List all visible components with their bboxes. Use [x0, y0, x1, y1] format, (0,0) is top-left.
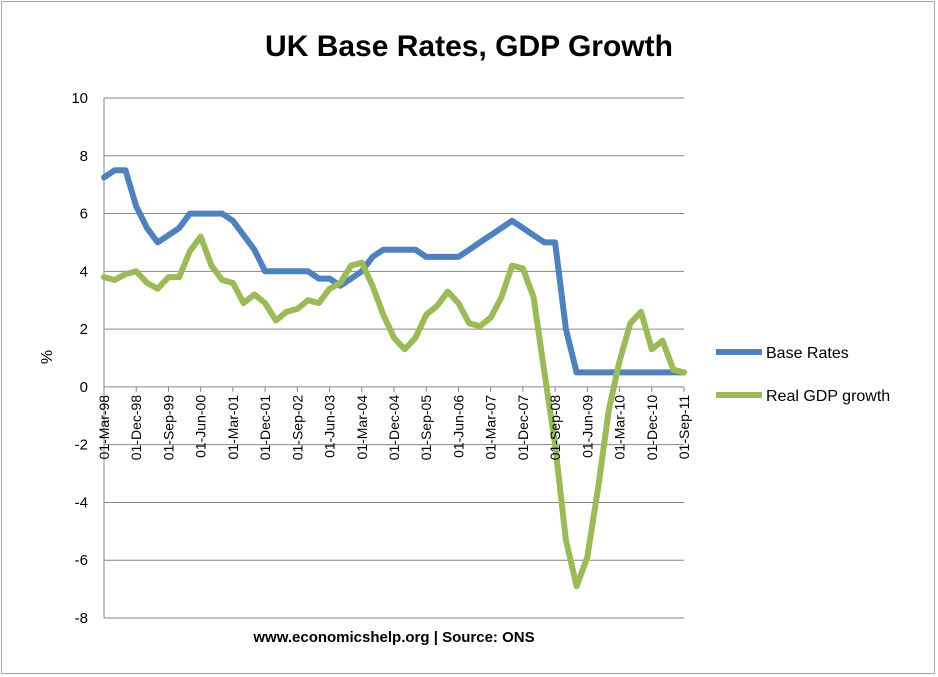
x-tick-label: 01-Mar-10: [612, 395, 628, 460]
y-tick-label: 2: [80, 321, 88, 338]
y-tick-label: 8: [80, 148, 88, 165]
series-line-base-rates: [101, 167, 687, 376]
legend-label: Real GDP growth: [766, 388, 890, 405]
x-tick-label: 01-Mar-01: [225, 395, 241, 460]
chart-title: UK Base Rates, GDP Growth: [265, 30, 673, 63]
series-line-real-gdp-growth: [101, 233, 687, 590]
y-tick-label: -4: [75, 494, 88, 511]
y-tick-label: 6: [80, 206, 88, 223]
y-tick-label: -2: [75, 437, 88, 454]
x-tick-label: 01-Sep-05: [418, 395, 434, 461]
y-axis-label: %: [39, 350, 56, 364]
legend: Base Rates Real GDP growth: [716, 345, 890, 405]
x-tick-label: 01-Mar-98: [96, 395, 112, 460]
x-tick-label: 01-Mar-07: [483, 395, 499, 460]
x-tick-label: 01-Sep-99: [160, 395, 176, 461]
source-note: www.economicshelp.org | Source: ONS: [252, 629, 534, 646]
x-tick-label: 01-Jun-06: [450, 395, 466, 458]
x-tick-label: 01-Jun-03: [322, 395, 338, 458]
x-tick-label: 01-Jun-00: [193, 395, 209, 458]
x-tick-label: 01-Dec-04: [386, 395, 402, 461]
y-tick-label: 4: [80, 263, 88, 280]
legend-label: Base Rates: [766, 345, 849, 362]
x-tick-label: 01-Dec-98: [128, 395, 144, 461]
y-tick-label: 10: [71, 90, 88, 107]
gridlines: [103, 97, 684, 619]
x-tick-label: 01-Sep-11: [676, 395, 692, 460]
x-tick-label: 01-Dec-01: [257, 395, 273, 461]
series-lines: [101, 167, 687, 590]
x-tick-label: 01-Jun-09: [579, 395, 595, 458]
y-tick-labels: -8 -6 -4 -2 0 2 4 6 8 10: [71, 90, 88, 627]
x-tick-label: 01-Mar-04: [354, 395, 370, 460]
x-tick-labels: 01-Mar-98 01-Dec-98 01-Sep-99 01-Jun-00 01-M…: [96, 386, 692, 461]
x-tick-label: 01-Sep-02: [289, 395, 305, 461]
y-tick-label: 0: [80, 379, 88, 396]
x-tick-label: 01-Dec-10: [644, 395, 660, 461]
y-tick-label: -8: [75, 610, 88, 627]
x-tick-label: 01-Sep-08: [547, 395, 563, 461]
x-tick-label: 01-Dec-07: [515, 395, 531, 461]
y-tick-label: -6: [75, 552, 88, 569]
